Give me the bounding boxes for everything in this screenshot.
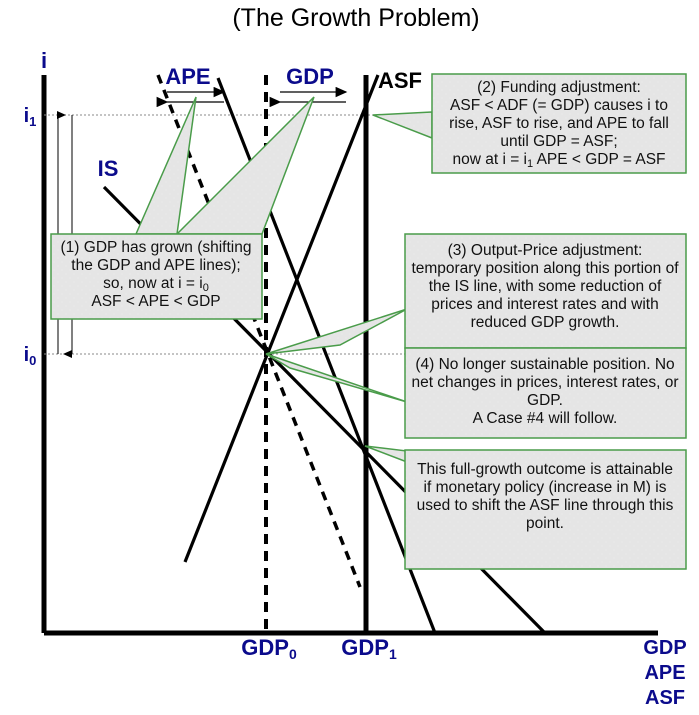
svg-text:ASF < APE < GDP: ASF < APE < GDP — [91, 293, 220, 310]
svg-text:prices and interest rates and: prices and interest rates and with — [431, 296, 658, 313]
svg-text:ASF: ASF — [645, 687, 685, 709]
svg-text:rise, ASF to rise, and APE to: rise, ASF to rise, and APE to fall — [449, 115, 669, 132]
svg-text:GDP1: GDP1 — [341, 635, 397, 662]
svg-text:ASF < ADF (= GDP) causes i to: ASF < ADF (= GDP) causes i to — [450, 97, 668, 114]
svg-text:(1) GDP has grown (shifting: (1) GDP has grown (shifting — [61, 239, 252, 256]
svg-text:point.: point. — [526, 515, 564, 532]
svg-text:(3) Output-Price adjustment:: (3) Output-Price adjustment: — [448, 242, 643, 259]
svg-text:GDP.: GDP. — [527, 392, 563, 409]
svg-text:(The Growth Problem): (The Growth Problem) — [232, 4, 479, 32]
svg-text:net changes in prices, interes: net changes in prices, interest rates, o… — [411, 374, 678, 391]
svg-text:if monetary policy (increase i: if monetary policy (increase in M) is — [424, 479, 667, 496]
svg-text:GDP0: GDP0 — [241, 635, 297, 662]
svg-text:now at i = i1 APE < GDP = ASF: now at i = i1 APE < GDP = ASF — [452, 151, 665, 170]
svg-text:GDP: GDP — [286, 64, 334, 89]
svg-text:APE: APE — [644, 662, 685, 684]
svg-text:IS: IS — [98, 156, 119, 181]
svg-text:used to shift the ASF line thr: used to shift the ASF line through this — [417, 497, 674, 514]
svg-text:GDP: GDP — [643, 637, 686, 659]
svg-text:until GDP = ASF;: until GDP = ASF; — [500, 133, 617, 150]
svg-text:temporary position along this: temporary position along this portion of — [411, 260, 679, 277]
svg-text:This full-growth outcome is at: This full-growth outcome is attainable — [417, 461, 673, 478]
svg-text:APE: APE — [165, 64, 210, 89]
svg-text:so, now at i = i0: so, now at i = i0 — [103, 275, 209, 294]
svg-text:i: i — [41, 48, 47, 73]
svg-text:ASF: ASF — [378, 68, 422, 93]
svg-text:the IS line, with some reducti: the IS line, with some reduction of — [429, 278, 662, 295]
svg-text:A Case #4 will follow.: A Case #4 will follow. — [473, 410, 618, 427]
svg-text:(2) Funding adjustment:: (2) Funding adjustment: — [477, 79, 641, 96]
svg-text:(4) No longer sustainable posi: (4) No longer sustainable position. No — [415, 356, 674, 373]
svg-text:reduced GDP growth.: reduced GDP growth. — [471, 314, 620, 331]
svg-text:the GDP and APE lines);: the GDP and APE lines); — [71, 257, 240, 274]
